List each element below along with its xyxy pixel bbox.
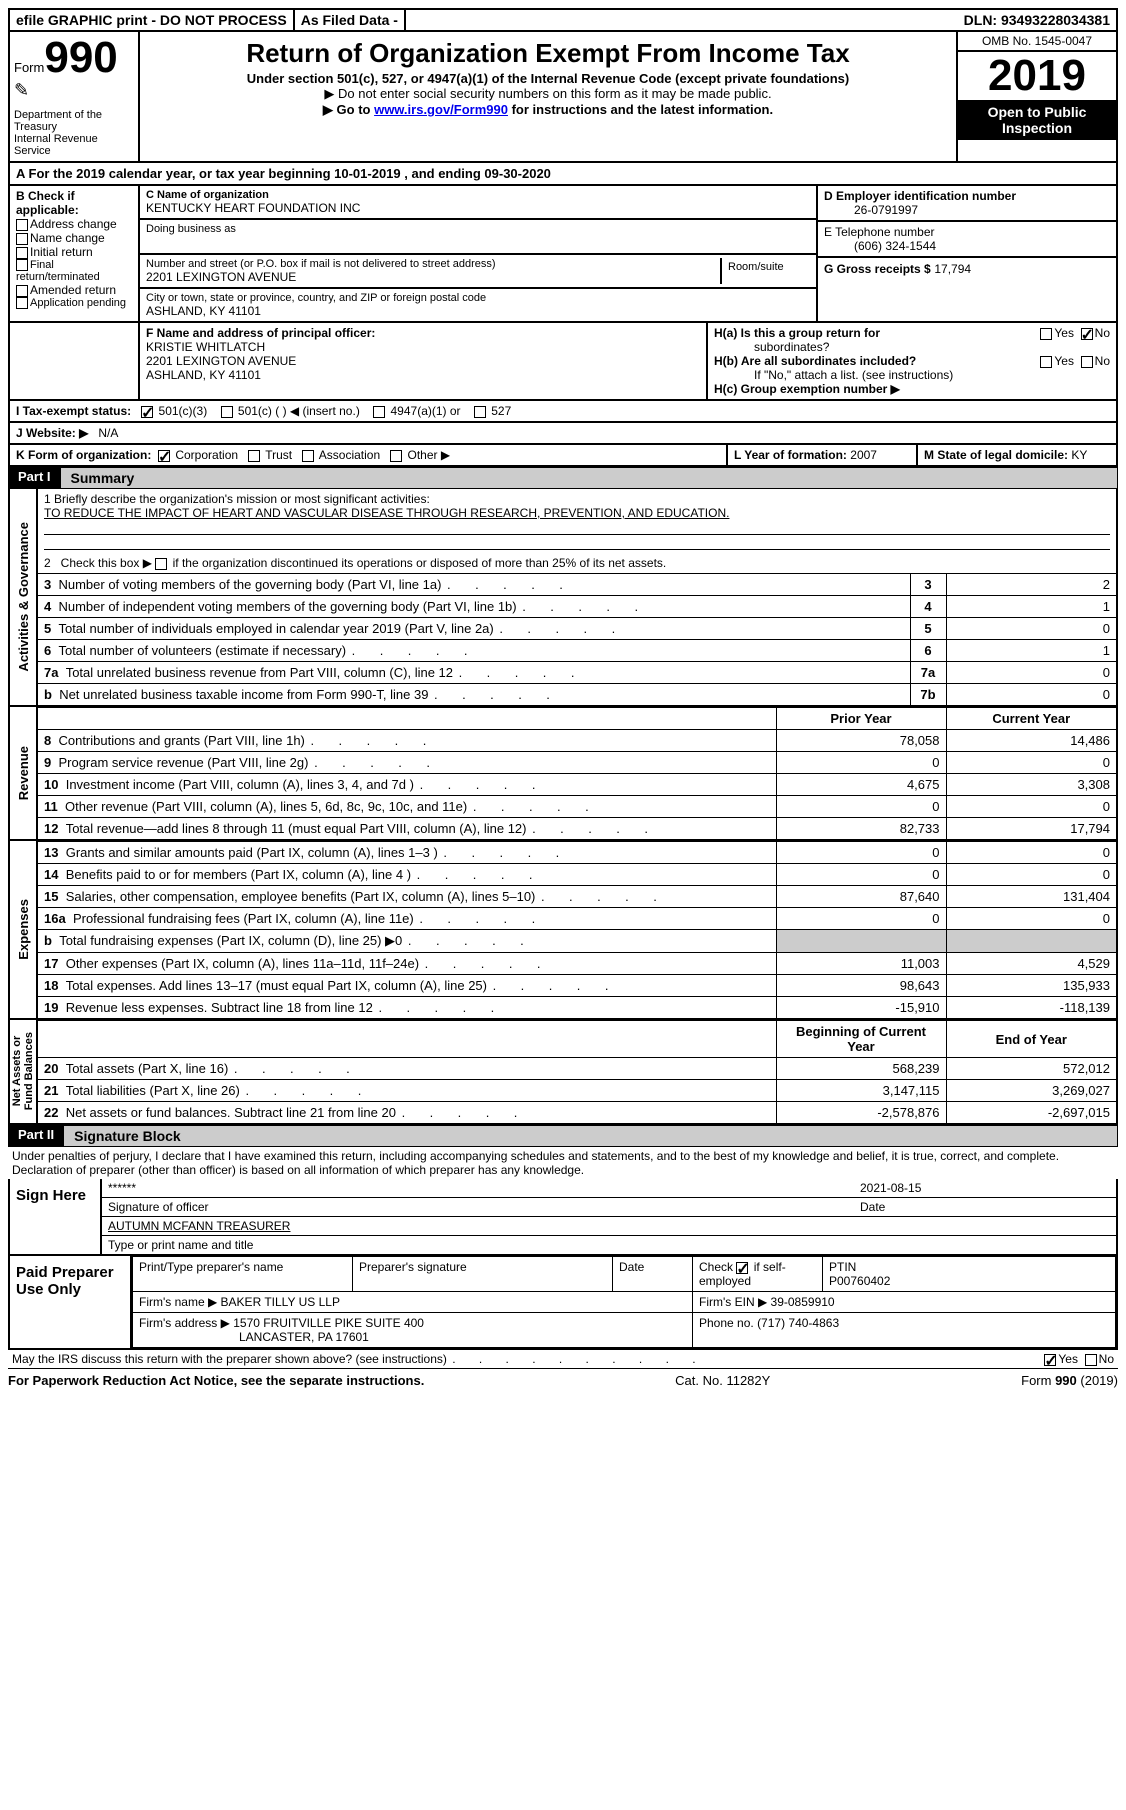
box-b: B Check if applicable: Address change Na…	[10, 186, 140, 321]
form-header: Form990 ✎ Department of the Treasury Int…	[8, 32, 1118, 163]
tax-year: 2019	[958, 52, 1116, 100]
box-f: F Name and address of principal officer:…	[140, 323, 706, 399]
goto-note: ▶ Go to www.irs.gov/Form990 for instruct…	[148, 102, 948, 118]
chk-4947[interactable]	[373, 406, 385, 418]
firm-name: BAKER TILLY US LLP	[221, 1295, 340, 1309]
form-number: 990	[44, 33, 117, 82]
discuss-line: May the IRS discuss this return with the…	[8, 1350, 1118, 1369]
chk-self-employed[interactable]: Check if self-employed	[693, 1257, 823, 1292]
chk-discontinued[interactable]	[155, 558, 167, 570]
irs-link[interactable]: www.irs.gov/Form990	[374, 102, 508, 117]
dln: DLN: 93493228034381	[958, 10, 1116, 30]
part-ii-header: Part II Signature Block	[8, 1125, 1118, 1147]
form-label: Form	[14, 60, 44, 75]
sign-here-block: Sign Here ****** 2021-08-15 Signature of…	[8, 1179, 1118, 1256]
chk-amended[interactable]: Amended return	[16, 283, 132, 297]
revenue-table: Prior YearCurrent Year 8 Contributions a…	[38, 707, 1116, 839]
chk-pending[interactable]: Application pending	[16, 297, 132, 309]
asfiled-label: As Filed Data -	[295, 10, 406, 30]
dept-label: Department of the Treasury Internal Reve…	[14, 109, 134, 157]
penalty-text: Under penalties of perjury, I declare th…	[8, 1147, 1118, 1179]
org-info-block: B Check if applicable: Address change Na…	[8, 186, 1118, 323]
sig-date: 2021-08-15	[860, 1181, 1110, 1195]
governance-table: 3 Number of voting members of the govern…	[38, 573, 1116, 705]
chk-501c3[interactable]	[141, 406, 153, 418]
chk-trust[interactable]	[248, 450, 260, 462]
ssn-note: ▶ Do not enter social security numbers o…	[148, 86, 948, 102]
fh-block: F Name and address of principal officer:…	[8, 323, 1118, 401]
form-title: Return of Organization Exempt From Incom…	[148, 38, 948, 69]
line-j: J Website: ▶ N/A	[8, 423, 1118, 445]
firm-phone: (717) 740-4863	[757, 1316, 839, 1330]
ha-yesno[interactable]: Yes No	[1040, 326, 1110, 354]
line-i: I Tax-exempt status: 501(c)(3) 501(c) ( …	[8, 401, 1118, 423]
netassets-table: Beginning of Current YearEnd of Year 20 …	[38, 1020, 1116, 1123]
efile-label: efile GRAPHIC print - DO NOT PROCESS	[10, 10, 295, 30]
discuss-yesno[interactable]: Yes No	[1044, 1352, 1114, 1366]
ptin: P00760402	[829, 1274, 890, 1288]
open-inspection: Open to Public Inspection	[958, 100, 1116, 140]
hb-yesno[interactable]: Yes No	[1040, 354, 1110, 368]
netassets-section: Net Assets or Fund Balances Beginning of…	[8, 1020, 1118, 1125]
preparer-block: Paid Preparer Use Only Print/Type prepar…	[8, 1256, 1118, 1350]
chk-initial[interactable]: Initial return	[16, 245, 132, 259]
chk-address[interactable]: Address change	[16, 217, 132, 231]
chk-other[interactable]	[390, 450, 402, 462]
org-city: ASHLAND, KY 41101	[146, 304, 810, 318]
mission-text: TO REDUCE THE IMPACT OF HEART AND VASCUL…	[44, 506, 1110, 520]
chk-assoc[interactable]	[302, 450, 314, 462]
firm-addr: 1570 FRUITVILLE PIKE SUITE 400	[233, 1316, 424, 1330]
box-h: H(a) Is this a group return for subordin…	[706, 323, 1116, 399]
revenue-section: Revenue Prior YearCurrent Year 8 Contrib…	[8, 707, 1118, 841]
line-klm: K Form of organization: Corporation Trus…	[8, 445, 1118, 467]
top-bar: efile GRAPHIC print - DO NOT PROCESS As …	[8, 8, 1118, 32]
chk-527[interactable]	[474, 406, 486, 418]
firm-ein: 39-0859910	[771, 1295, 835, 1309]
box-deg: D Employer identification number 26-0791…	[816, 186, 1116, 321]
chk-501c[interactable]	[221, 406, 233, 418]
ein: 26-0791997	[824, 203, 1110, 217]
form-subtitle: Under section 501(c), 527, or 4947(a)(1)…	[148, 71, 948, 86]
box-c: C Name of organization KENTUCKY HEART FO…	[140, 186, 816, 321]
expenses-table: 13 Grants and similar amounts paid (Part…	[38, 841, 1116, 1018]
chk-name[interactable]: Name change	[16, 231, 132, 245]
footer: For Paperwork Reduction Act Notice, see …	[8, 1369, 1118, 1388]
chk-corp[interactable]	[158, 450, 170, 462]
omb-number: OMB No. 1545-0047	[958, 32, 1116, 52]
officer-name: AUTUMN MCFANN TREASURER	[108, 1219, 290, 1233]
chk-final[interactable]: Final return/terminated	[16, 259, 132, 283]
activities-section: Activities & Governance 1 Briefly descri…	[8, 489, 1118, 707]
gross-receipts: 17,794	[934, 262, 971, 276]
org-street: 2201 LEXINGTON AVENUE	[146, 270, 720, 284]
org-name: KENTUCKY HEART FOUNDATION INC	[146, 201, 810, 215]
phone: (606) 324-1544	[824, 239, 1110, 253]
line-a: A For the 2019 calendar year, or tax yea…	[8, 163, 1118, 186]
expenses-section: Expenses 13 Grants and similar amounts p…	[8, 841, 1118, 1020]
part-i-header: Part I Summary	[8, 467, 1118, 489]
